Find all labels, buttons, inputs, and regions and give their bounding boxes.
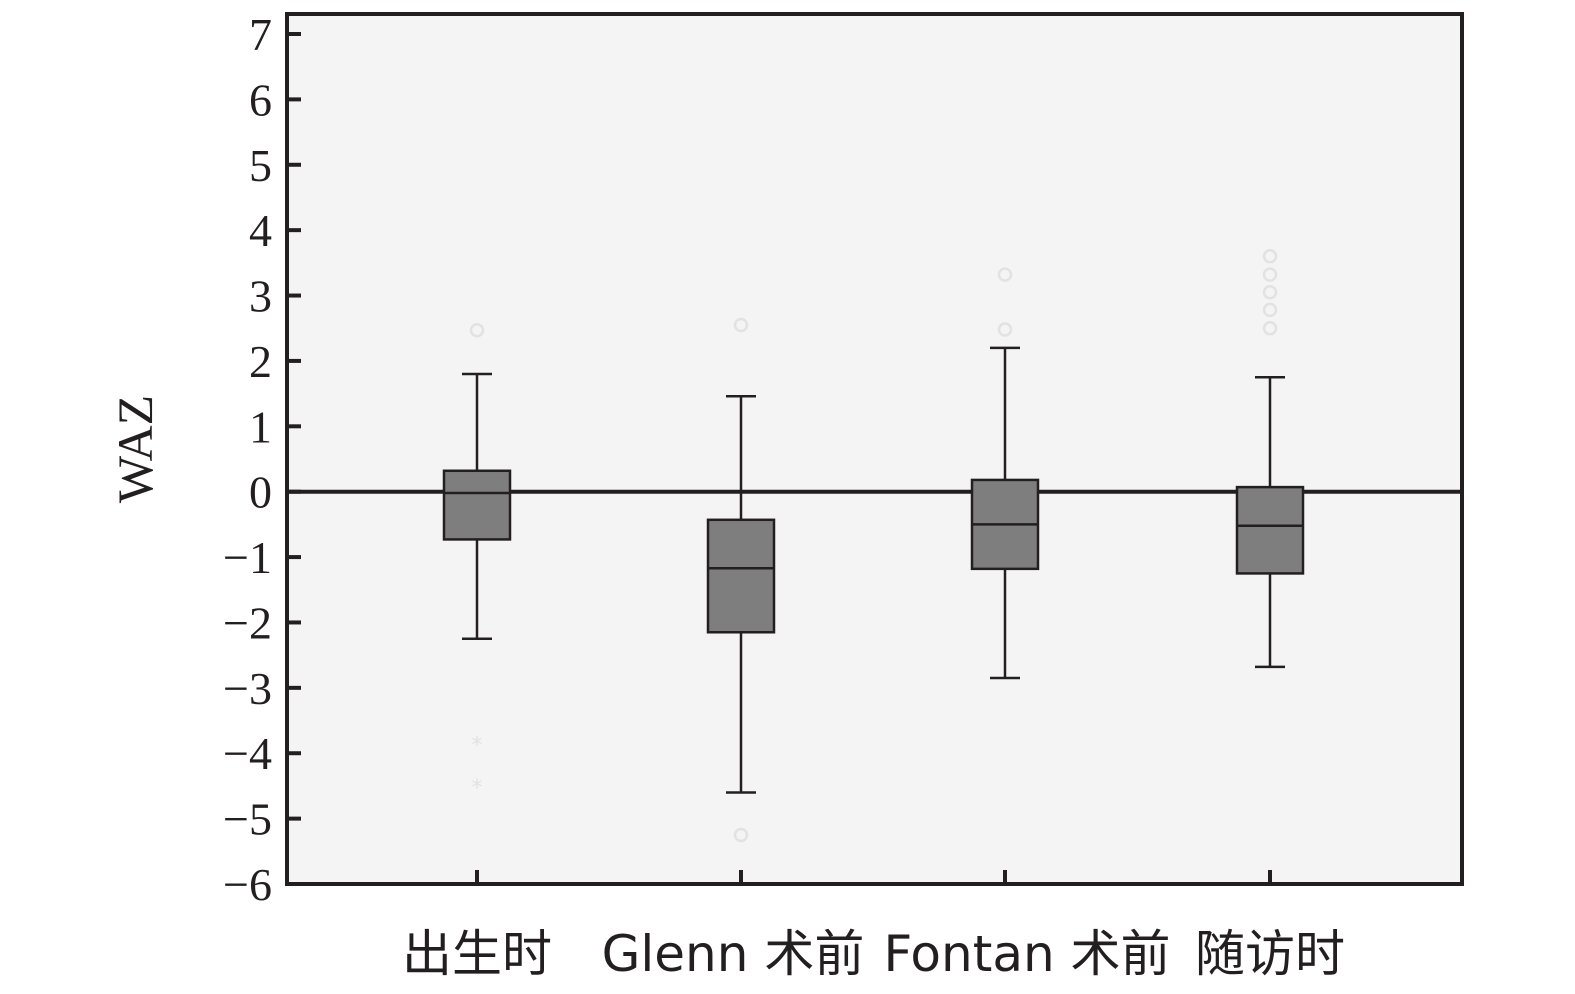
outlier-circle <box>1262 249 1278 264</box>
y-tick-label: −6 <box>223 859 272 910</box>
y-tick-label: −2 <box>223 597 272 648</box>
outlier-circle <box>1262 285 1278 300</box>
y-tick-label: 7 <box>249 9 272 60</box>
x-tick-label: Fontan 术前 <box>883 925 1170 983</box>
y-tick-label: 4 <box>249 205 272 256</box>
outlier-circle <box>997 322 1013 337</box>
plot-area <box>287 14 1462 884</box>
outlier-star: * <box>472 733 483 758</box>
outlier-circle <box>733 827 749 843</box>
y-tick-label: 3 <box>249 271 272 322</box>
y-tick-label: 5 <box>249 140 272 191</box>
outlier-circle <box>1262 302 1278 318</box>
y-tick-label: 0 <box>249 467 272 518</box>
y-tick-label: −5 <box>223 794 272 845</box>
y-tick-label: −3 <box>223 663 272 714</box>
x-tick-label: 随访时 <box>1195 925 1345 983</box>
outlier-circle <box>733 317 749 333</box>
x-tick-label: 出生时 <box>402 925 552 983</box>
outlier-circle <box>997 267 1013 282</box>
x-tick-label: Glenn 术前 <box>602 925 865 983</box>
outlier-circle <box>1262 267 1278 282</box>
box-4 <box>1235 376 1305 669</box>
y-tick-label: 6 <box>249 74 272 125</box>
y-tick-label: −1 <box>223 532 272 583</box>
box-2 <box>706 394 776 794</box>
box-iqr <box>706 518 776 634</box>
box-iqr <box>1235 485 1305 575</box>
y-tick-label: −4 <box>223 728 272 779</box>
outlier-star: * <box>472 776 483 801</box>
box-iqr <box>442 469 512 541</box>
box-1 <box>442 372 512 641</box>
outlier-circle <box>1262 320 1278 336</box>
plot-frame <box>285 12 1464 886</box>
box-3 <box>970 346 1040 680</box>
y-axis-title: WAZ <box>107 395 163 503</box>
y-tick-label: 1 <box>249 401 272 452</box>
outlier-circle <box>469 322 485 338</box>
y-tick-label: 2 <box>249 336 272 387</box>
